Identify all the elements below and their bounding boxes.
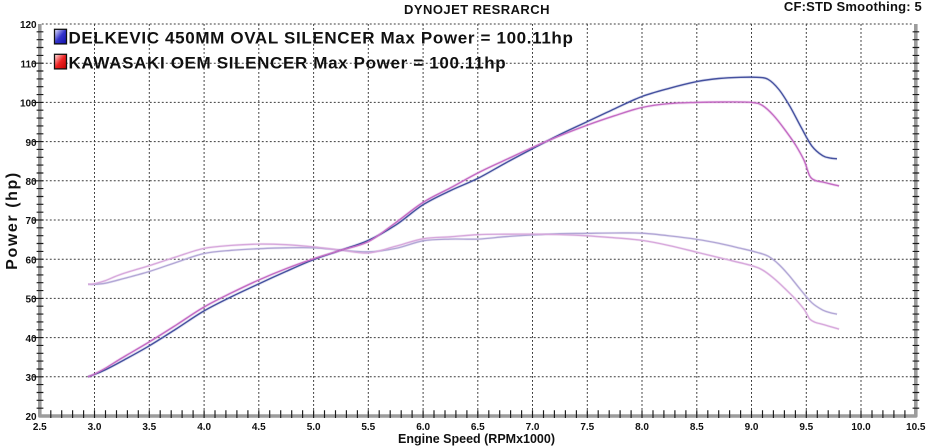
svg-text:50: 50 xyxy=(25,295,37,306)
svg-text:20: 20 xyxy=(25,412,37,423)
svg-text:60: 60 xyxy=(25,255,37,266)
svg-text:5.0: 5.0 xyxy=(307,422,321,433)
svg-text:80: 80 xyxy=(25,177,37,188)
svg-text:4.5: 4.5 xyxy=(252,422,266,433)
svg-text:6.5: 6.5 xyxy=(471,422,485,433)
svg-text:10.5: 10.5 xyxy=(906,422,926,433)
svg-text:90: 90 xyxy=(25,138,37,149)
svg-text:30: 30 xyxy=(25,373,37,384)
svg-text:100: 100 xyxy=(20,99,37,110)
svg-text:Engine Speed (RPMx1000): Engine Speed (RPMx1000) xyxy=(398,432,555,446)
svg-text:9.0: 9.0 xyxy=(745,422,759,433)
svg-text:120: 120 xyxy=(20,20,37,31)
svg-text:4.0: 4.0 xyxy=(197,422,211,433)
svg-text:7.0: 7.0 xyxy=(526,422,540,433)
svg-text:8.5: 8.5 xyxy=(690,422,704,433)
svg-text:10.0: 10.0 xyxy=(851,422,871,433)
svg-text:40: 40 xyxy=(25,334,37,345)
svg-text:Power (hp): Power (hp) xyxy=(4,171,21,270)
svg-text:DELKEVIC 450MM OVAL SILENCER M: DELKEVIC 450MM OVAL SILENCER Max Power =… xyxy=(69,29,574,48)
svg-text:3.5: 3.5 xyxy=(142,422,156,433)
svg-text:KAWASAKI OEM SILENCER Max Powe: KAWASAKI OEM SILENCER Max Power = 100.11… xyxy=(69,53,507,72)
svg-text:7.5: 7.5 xyxy=(580,422,594,433)
svg-text:6.0: 6.0 xyxy=(416,422,430,433)
svg-text:DYNOJET RESRARCH: DYNOJET RESRARCH xyxy=(404,2,550,17)
svg-text:70: 70 xyxy=(25,216,37,227)
svg-text:CF:STD Smoothing: 5: CF:STD Smoothing: 5 xyxy=(784,0,922,14)
svg-text:2.5: 2.5 xyxy=(33,422,47,433)
svg-text:3.0: 3.0 xyxy=(88,422,102,433)
svg-text:5.5: 5.5 xyxy=(361,422,375,433)
svg-text:9.5: 9.5 xyxy=(799,422,813,433)
svg-text:110: 110 xyxy=(21,59,37,70)
svg-text:8.0: 8.0 xyxy=(635,422,649,433)
